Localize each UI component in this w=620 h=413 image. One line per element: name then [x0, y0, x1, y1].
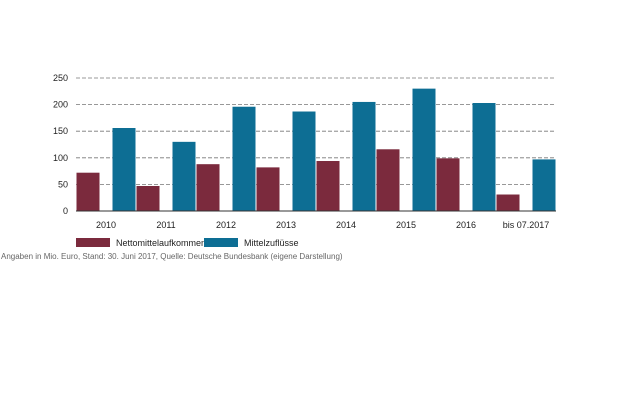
legend-label: Mittelzuflüsse [244, 238, 299, 248]
bar-nettomittelaufkommen [76, 172, 100, 211]
y-tick-label: 150 [53, 126, 68, 136]
bars [76, 88, 556, 211]
bar-mittelzufluesse [412, 88, 436, 211]
bar-nettomittelaufkommen [196, 164, 220, 211]
y-tick-label: 100 [53, 153, 68, 163]
y-tick-label: 50 [58, 179, 68, 189]
bar-nettomittelaufkommen [136, 185, 160, 211]
bar-mittelzufluesse [112, 128, 136, 211]
x-tick-label: 2016 [456, 220, 476, 230]
bar-nettomittelaufkommen [496, 194, 520, 211]
bar-nettomittelaufkommen [256, 167, 280, 211]
y-axis-ticks: 0 50 100 150 200 250 [53, 73, 68, 216]
x-axis-ticks: 2010 2011 2012 2013 2014 2015 2016 bis 07.2017 [96, 220, 549, 230]
legend-label: Nettomittelaufkommen [116, 238, 206, 248]
y-tick-label: 200 [53, 100, 68, 110]
bar-mittelzufluesse [232, 106, 256, 211]
x-tick-label: 2011 [156, 220, 175, 230]
legend: Nettomittelaufkommen Mittelzuflüsse [76, 238, 299, 248]
bar-nettomittelaufkommen [376, 149, 400, 211]
x-tick-label: bis 07.2017 [503, 220, 550, 230]
y-tick-label: 0 [63, 206, 68, 216]
bar-nettomittelaufkommen [316, 160, 340, 211]
x-tick-label: 2015 [396, 220, 416, 230]
x-tick-label: 2012 [216, 220, 236, 230]
source-note: Angaben in Mio. Euro, Stand: 30. Juni 20… [1, 252, 343, 261]
bar-mittelzufluesse [532, 159, 556, 211]
y-tick-label: 250 [53, 73, 68, 83]
bar-mittelzufluesse [352, 101, 376, 211]
bar-mittelzufluesse [292, 111, 316, 211]
bar-mittelzufluesse [472, 103, 496, 211]
legend-swatch [204, 238, 238, 247]
bar-nettomittelaufkommen [436, 158, 460, 211]
x-tick-label: 2014 [336, 220, 356, 230]
bar-mittelzufluesse [172, 141, 196, 211]
legend-swatch [76, 238, 110, 247]
x-tick-label: 2010 [96, 220, 116, 230]
x-tick-label: 2013 [276, 220, 296, 230]
